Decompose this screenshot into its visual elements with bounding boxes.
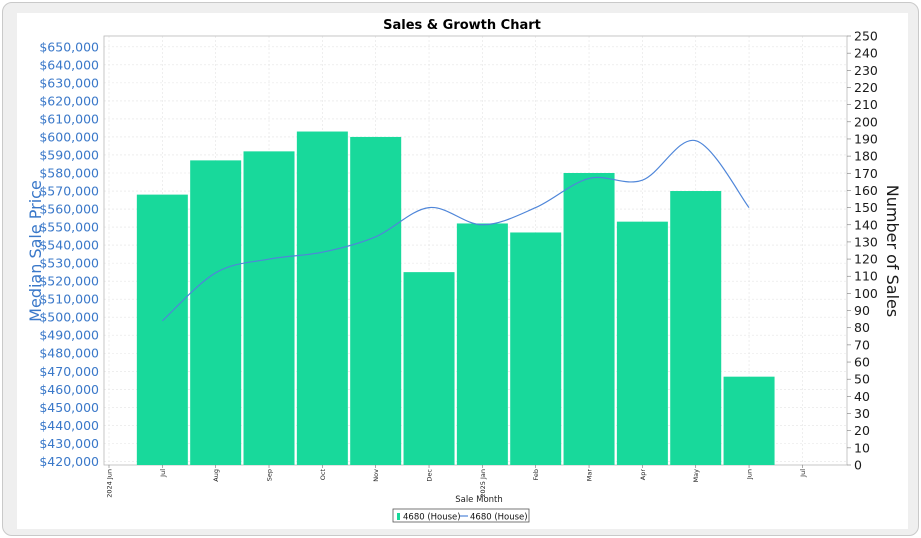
right-tick-label: 80 — [854, 320, 870, 335]
left-tick-label: $650,000 — [39, 39, 99, 54]
x-tick-label: Aug — [212, 469, 220, 482]
chart-svg: Sales & Growth Chart $420,000 $430,000 $44… — [26, 18, 902, 523]
bar — [616, 221, 668, 465]
x-tick-label: Dec — [426, 469, 434, 482]
right-tick-label: 230 — [854, 63, 878, 78]
left-tick-label: $580,000 — [39, 165, 99, 180]
left-tick-label: $610,000 — [39, 111, 99, 126]
x-tick-label: Apr — [639, 469, 647, 481]
bar-series — [136, 131, 775, 466]
x-tick-label: May — [692, 469, 700, 483]
bar — [243, 151, 295, 466]
legend[interactable]: 4680 (House) 4680 (House) — [392, 508, 530, 523]
left-tick-label: $490,000 — [39, 328, 99, 343]
left-tick-label: $420,000 — [39, 454, 99, 469]
right-tick-label: 200 — [854, 114, 878, 129]
left-axis-label: Median Sale Price — [26, 180, 45, 322]
left-tick-label: $620,000 — [39, 93, 99, 108]
chart-card: Sales & Growth Chart $420,000 $430,000 $44… — [17, 13, 908, 529]
left-tick-label: $470,000 — [39, 364, 99, 379]
x-axis-label: Sale Month — [455, 495, 503, 505]
left-tick-label: $530,000 — [39, 256, 99, 271]
legend-bar-label: 4680 (House) — [403, 513, 461, 523]
left-tick-label: $500,000 — [39, 310, 99, 325]
left-axis-ticks: $420,000 $430,000 $440,000 $450,000 $460,000… — [39, 39, 99, 469]
line-series — [161, 140, 750, 322]
right-tick-label: 190 — [854, 131, 878, 146]
chart-title: Sales & Growth Chart — [383, 18, 541, 33]
left-tick-label: $590,000 — [39, 147, 99, 162]
bar — [723, 376, 775, 465]
left-tick-label: $460,000 — [39, 382, 99, 397]
right-tick-label: 90 — [854, 303, 870, 318]
right-tick-label: 100 — [854, 286, 878, 301]
right-tick-label: 240 — [854, 46, 878, 61]
right-tick-label: 40 — [854, 389, 870, 404]
left-tick-label: $450,000 — [39, 400, 99, 415]
right-tick-label: 50 — [854, 372, 870, 387]
bar — [190, 160, 242, 465]
left-tick-label: $600,000 — [39, 129, 99, 144]
bar — [350, 136, 402, 466]
x-tick-label: 2025 Jan — [479, 469, 487, 498]
right-tick-label: 60 — [854, 355, 870, 370]
legend-line-label: 4680 (House) — [470, 513, 528, 523]
x-tick-label: 2024 Jun — [106, 469, 114, 498]
right-tick-label: 20 — [854, 423, 870, 438]
bar — [403, 272, 455, 465]
x-tick-label: Sep — [266, 469, 274, 481]
bar — [136, 194, 188, 466]
x-axis-ticks: 2024 Jun Jul Aug Sep Oct Nov Dec 2025 Jan Feb Mar… — [106, 465, 807, 498]
bar — [456, 223, 508, 465]
right-tick-label: 180 — [854, 149, 878, 164]
right-tick-label: 110 — [854, 269, 878, 284]
bar — [670, 191, 722, 466]
right-tick-label: 0 — [854, 458, 862, 473]
right-tick-label: 70 — [854, 337, 870, 352]
right-tick-label: 250 — [854, 29, 878, 44]
left-tick-label: $550,000 — [39, 220, 99, 235]
left-tick-label: $430,000 — [39, 436, 99, 451]
x-tick-label: Jul — [799, 469, 807, 478]
right-tick-label: 10 — [854, 440, 870, 455]
bar — [296, 131, 348, 465]
left-tick-label: $510,000 — [39, 292, 99, 307]
right-tick-label: 150 — [854, 200, 878, 215]
right-axis-label: Number of Sales — [883, 185, 902, 317]
x-tick-label: Nov — [372, 469, 380, 482]
right-tick-label: 210 — [854, 97, 878, 112]
x-tick-label: Oct — [319, 469, 327, 481]
right-tick-label: 120 — [854, 252, 878, 267]
left-tick-label: $630,000 — [39, 75, 99, 90]
left-tick-label: $520,000 — [39, 274, 99, 289]
left-tick-label: $540,000 — [39, 238, 99, 253]
right-tick-label: 160 — [854, 183, 878, 198]
bar — [510, 232, 562, 465]
right-tick-label: 170 — [854, 166, 878, 181]
left-tick-label: $570,000 — [39, 184, 99, 199]
right-tick-label: 140 — [854, 217, 878, 232]
left-tick-label: $560,000 — [39, 202, 99, 217]
right-tick-label: 130 — [854, 234, 878, 249]
bar — [563, 172, 615, 466]
x-tick-label: Jun — [746, 469, 754, 480]
right-axis-ticks: 0 10 20 30 40 50 60 70 80 90 100 110 120 130 140 150 160… — [847, 29, 878, 473]
right-tick-label: 220 — [854, 80, 878, 95]
left-tick-label: $440,000 — [39, 418, 99, 433]
x-tick-label: Jul — [159, 469, 167, 478]
x-tick-label: Mar — [586, 469, 594, 482]
legend-bar-swatch — [397, 513, 400, 520]
x-tick-label: Feb — [532, 469, 540, 481]
right-tick-label: 30 — [854, 406, 870, 421]
left-tick-label: $480,000 — [39, 346, 99, 361]
left-tick-label: $640,000 — [39, 57, 99, 72]
